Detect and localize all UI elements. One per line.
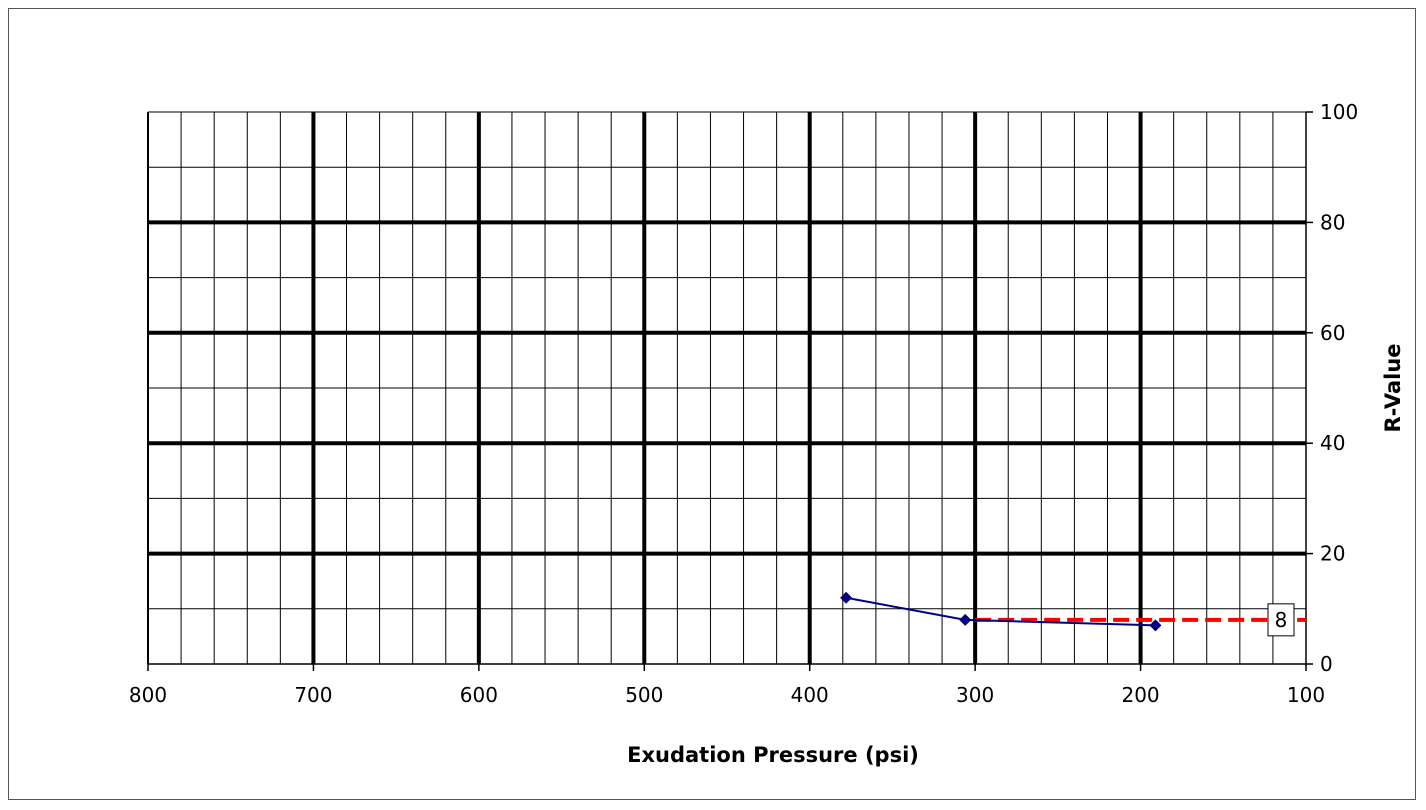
- y-tick-labels: 0 20 40 60 80 100: [1320, 100, 1358, 676]
- x-tick-label: 200: [1121, 683, 1159, 707]
- reference-line-group: 8: [975, 603, 1306, 637]
- data-point: [1149, 619, 1162, 632]
- axes: [147, 111, 1313, 671]
- x-tick-label: 700: [294, 683, 332, 707]
- x-tick-labels: 800 700 600 500 400 300 200 100: [129, 683, 1325, 707]
- x-tick-label: 300: [956, 683, 994, 707]
- reference-label: 8: [1275, 608, 1288, 632]
- reference-label-box: [1267, 603, 1295, 637]
- y-tick-label: 100: [1320, 100, 1358, 124]
- y-axis-title: R-Value: [1381, 343, 1405, 432]
- x-tick-label: 100: [1287, 683, 1325, 707]
- y-tick-label: 0: [1320, 652, 1333, 676]
- series-group: [840, 591, 1162, 632]
- x-tick-label: 400: [791, 683, 829, 707]
- data-point: [840, 591, 853, 604]
- x-tick-label: 600: [460, 683, 498, 707]
- y-tick-label: 20: [1320, 542, 1345, 566]
- x-tick-label: 800: [129, 683, 167, 707]
- data-point: [959, 613, 972, 626]
- grid-major: [148, 112, 1306, 664]
- y-tick-label: 40: [1320, 431, 1345, 455]
- x-axis-title: Exudation Pressure (psi): [627, 743, 919, 767]
- x-tick-label: 500: [625, 683, 663, 707]
- y-tick-label: 80: [1320, 210, 1345, 234]
- y-tick-label: 60: [1320, 321, 1345, 345]
- chart-frame: 800 700 600 500 400 300 200 100 0 20 40 60 80 100 8 …: [8, 8, 1416, 800]
- grid-minor: [148, 112, 1306, 664]
